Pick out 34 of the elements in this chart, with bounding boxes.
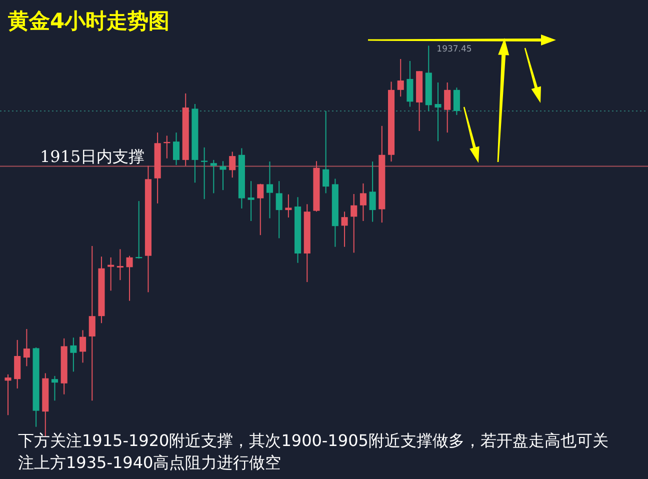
candlestick [350,194,358,254]
candlestick [257,183,264,236]
candlestick [80,330,86,364]
candlestick [322,110,330,194]
candlestick [210,159,217,194]
chart-title: 黄金4小时走势图 [7,9,170,33]
candlestick [406,60,414,108]
candlestick [220,160,226,191]
candlestick [108,256,114,292]
annotation: 下方关注1915-1920附近支撑，其次1900-1905附近支撑做多，若开盘走高也可关注上方1935-1940高点阻力进行做空 [18,431,608,472]
candlestick [201,146,208,200]
candlestick [369,161,376,222]
candlestick [126,255,133,302]
candlestick [70,337,77,372]
candlestick [88,246,96,402]
candlestick [397,58,404,98]
candlestick [23,328,30,367]
candlestick [51,375,58,402]
annotation: 1937.45 [436,44,472,55]
ref-line-label: 1915日内支撑 [40,147,145,166]
candlestick [266,161,274,219]
candlestick [444,82,451,134]
candlestick [285,194,292,218]
candlestick [248,180,254,222]
candlestick [453,87,460,116]
candlestick [276,180,282,239]
candlestick [14,339,21,389]
candlestick [172,132,180,166]
candlestick [4,374,12,416]
candlestick [229,151,236,178]
candlestick [434,82,442,142]
candlestick [360,182,366,222]
candlestick [341,211,348,248]
candlestick [116,248,124,281]
